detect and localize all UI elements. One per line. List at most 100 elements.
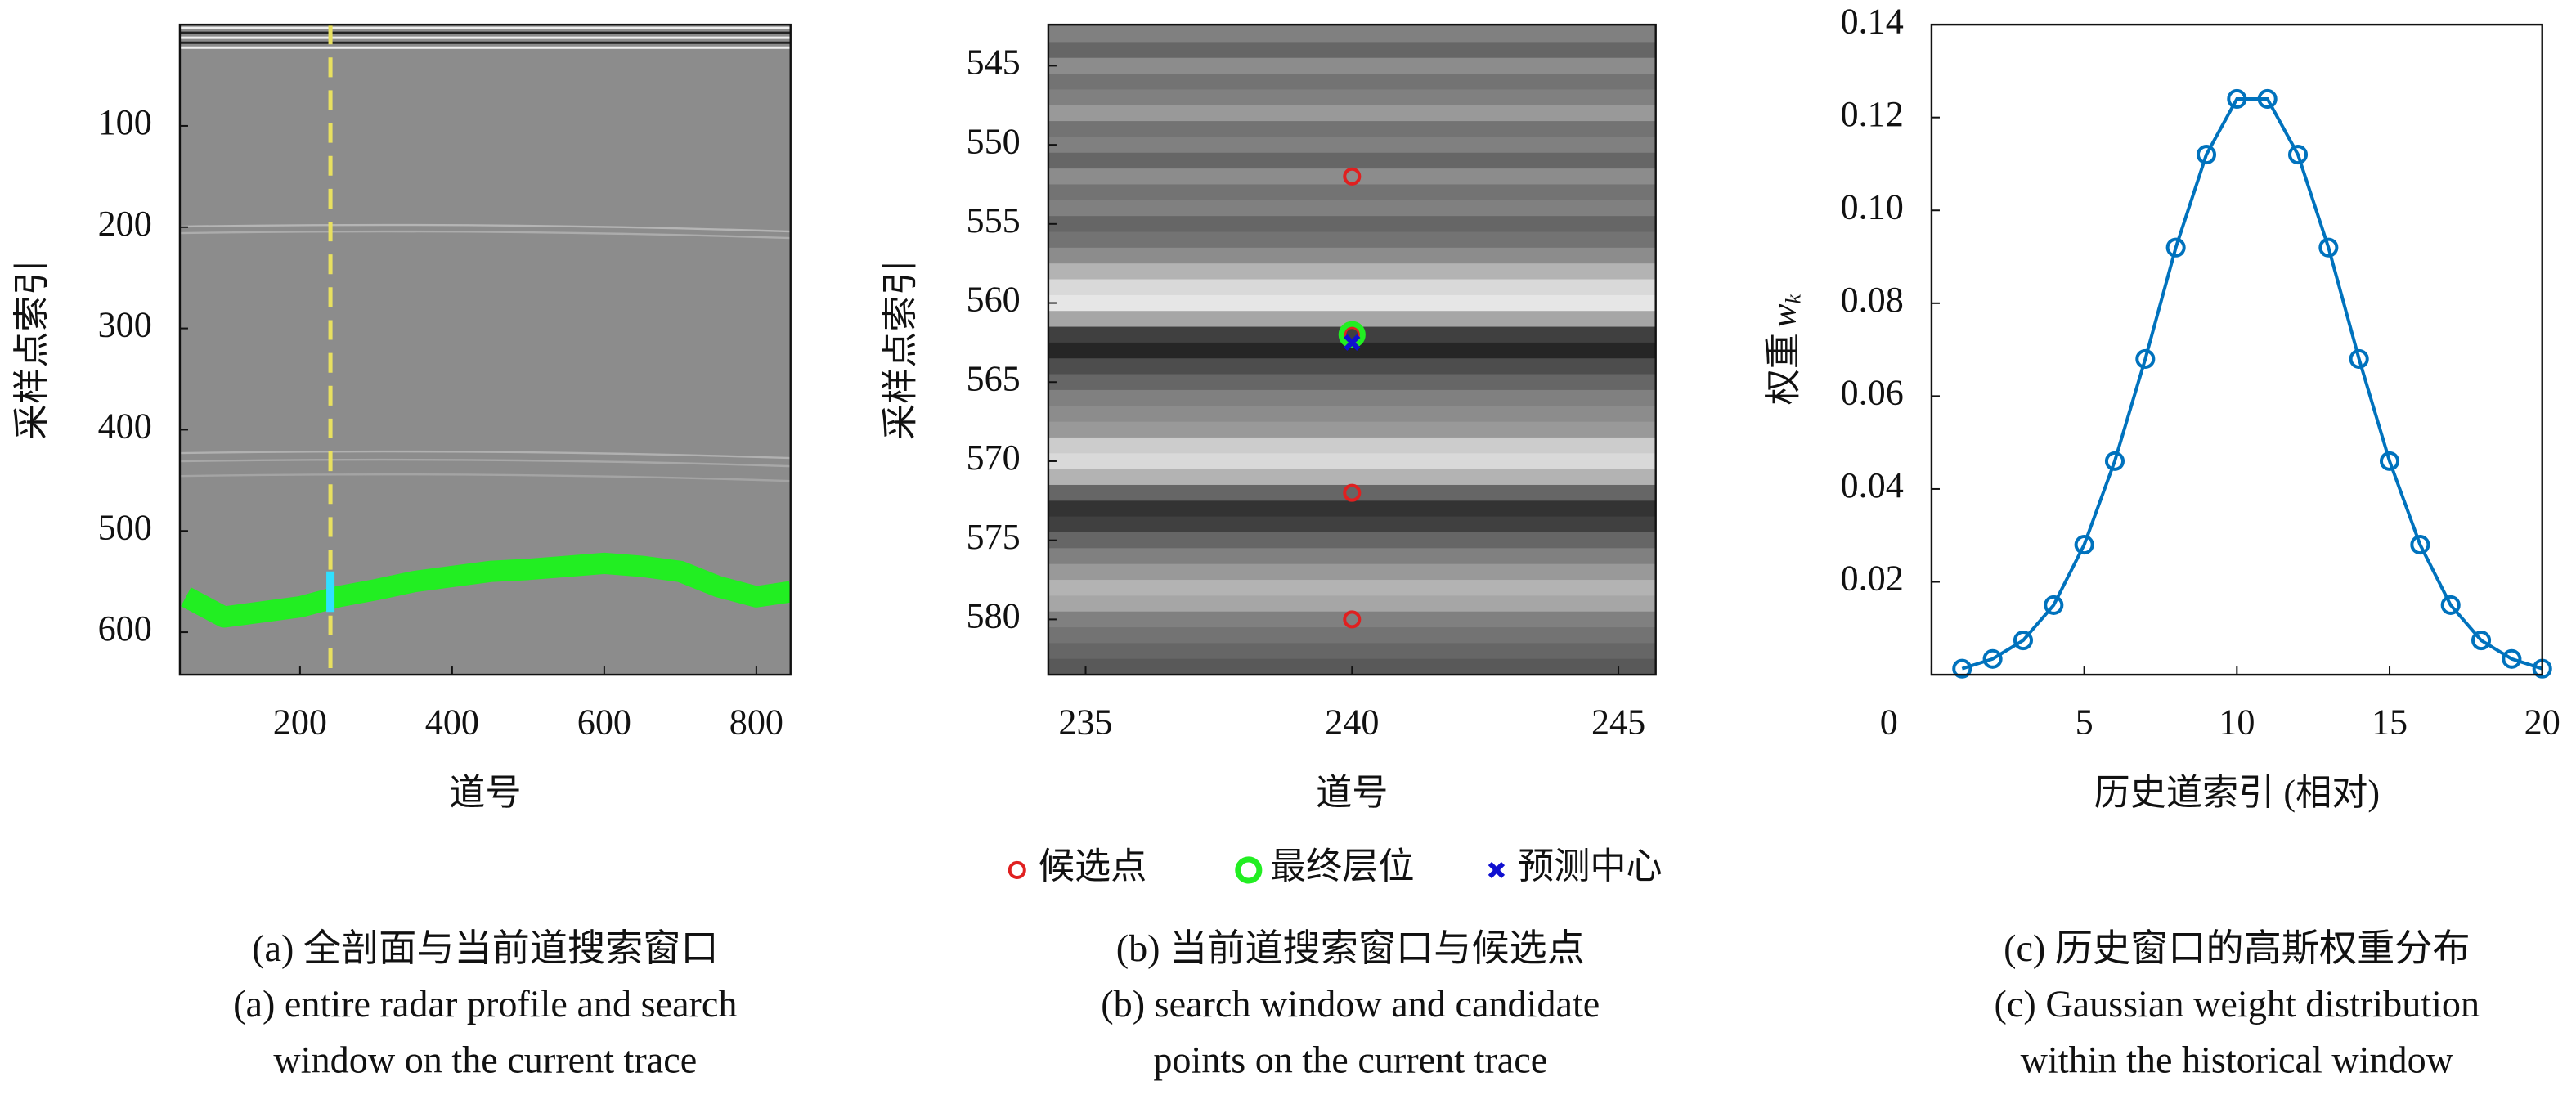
candidate-point <box>1343 610 1362 629</box>
reflection <box>179 230 791 240</box>
caption: (c) Gaussian weight distribution <box>1995 983 2480 1025</box>
heatmap-row <box>1048 200 1656 218</box>
heatmap-row <box>1048 26 1656 43</box>
heatmap-row <box>1048 374 1656 391</box>
y-tick-label: 200 <box>98 204 152 244</box>
heatmap-row <box>1048 294 1656 312</box>
x-axis-label: 道号 <box>1316 773 1388 813</box>
weight-line <box>1961 96 2543 671</box>
weight-marker <box>2440 595 2461 615</box>
legend-label: 候选点 <box>1039 846 1147 886</box>
heatmap-row <box>1048 74 1656 91</box>
predicted-center <box>1344 334 1361 352</box>
heatmap-row <box>1048 216 1656 233</box>
heatmap-row <box>1048 484 1656 502</box>
plot-area <box>1048 25 1656 675</box>
caption: (c) 历史窗口的高斯权重分布 <box>2004 927 2470 969</box>
y-tick-label: 300 <box>98 305 152 345</box>
heatmap-row <box>1048 25 1656 28</box>
x-tick-label: 235 <box>1058 702 1112 742</box>
weight-marker <box>2196 145 2217 165</box>
y-tick-label: 0.08 <box>1841 280 1904 320</box>
heatmap-row <box>1048 311 1656 328</box>
y-tick-label: 0.14 <box>1841 1 1904 41</box>
x-tick-label: 15 <box>2372 702 2408 742</box>
heatmap-row <box>1048 595 1656 613</box>
heatmap-row <box>1048 358 1656 375</box>
candidate-point <box>1343 167 1362 186</box>
caption: (a) entire radar profile and search <box>233 983 737 1025</box>
axes-frame <box>178 23 792 676</box>
reflection <box>179 458 791 468</box>
reflection <box>179 473 791 482</box>
x-axis-label: 历史道索引 (相对) <box>2094 773 2381 813</box>
x-tick-label: 20 <box>2524 702 2560 742</box>
x-tick-label: 5 <box>2076 702 2094 742</box>
heatmap-row <box>1048 247 1656 265</box>
heatmap-row <box>1048 611 1656 629</box>
heatmap-row <box>1048 279 1656 296</box>
y-tick-label: 560 <box>967 280 1021 320</box>
heatmap-row <box>1048 326 1656 343</box>
legend-marker <box>1488 861 1506 879</box>
weight-marker <box>2074 535 2094 555</box>
weight-marker <box>2044 595 2064 615</box>
caption: window on the current trace <box>273 1039 697 1080</box>
heatmap-row <box>1048 57 1656 75</box>
y-tick-label: 555 <box>967 200 1021 240</box>
x-tick-label: 0 <box>1880 702 1898 742</box>
heatmap-row <box>1048 643 1656 660</box>
y-tick-label: 0.02 <box>1841 559 1904 599</box>
heatmap-row <box>1048 389 1656 407</box>
heatmap-row <box>1048 168 1656 186</box>
legend-label: 最终层位 <box>1270 846 1415 886</box>
heatmap-row <box>1048 421 1656 438</box>
heatmap-row <box>1048 563 1656 581</box>
plot-area <box>179 25 791 675</box>
y-tick-label: 565 <box>967 358 1021 398</box>
weight-marker <box>2318 237 2339 258</box>
weight-marker <box>2502 648 2522 669</box>
reflection <box>179 223 791 233</box>
y-tick-label: 500 <box>98 507 152 547</box>
y-axis-label: 采样点索引 <box>11 259 52 440</box>
heatmap-row <box>1048 121 1656 138</box>
heatmap-row <box>1048 89 1656 106</box>
heatmap-row <box>1048 342 1656 360</box>
y-tick-label: 575 <box>967 517 1021 557</box>
heatmap-row <box>1048 406 1656 423</box>
heatmap-row <box>1048 231 1656 249</box>
caption: (b) 当前道搜索窗口与候选点 <box>1116 927 1585 969</box>
y-tick-label: 0.04 <box>1841 465 1904 505</box>
weight-marker <box>1982 648 2003 669</box>
horizon-line <box>181 552 791 628</box>
heatmap-row <box>1048 453 1656 470</box>
legend-label: 预测中心 <box>1518 846 1663 886</box>
y-axis-label: 权重 wk <box>1763 294 1805 405</box>
y-axis-label-part: k <box>1781 294 1805 303</box>
y-axis-label-part: 权重 <box>1763 333 1803 405</box>
x-tick-label: 800 <box>729 702 783 742</box>
y-tick-label: 550 <box>967 121 1021 161</box>
heatmap-row <box>1048 580 1656 597</box>
weight-marker <box>2471 631 2492 651</box>
caption: (b) search window and candidate <box>1101 983 1600 1025</box>
heatmap-row <box>1048 105 1656 123</box>
y-axis-label-part: w <box>1763 303 1803 328</box>
heatmap-row <box>1048 137 1656 154</box>
y-tick-label: 0.10 <box>1841 186 1904 227</box>
heatmap-row <box>1048 500 1656 518</box>
y-tick-label: 600 <box>98 608 152 648</box>
weight-marker <box>2013 631 2034 651</box>
weight-marker <box>2349 348 2369 369</box>
weight-marker <box>2410 535 2430 555</box>
heatmap-row <box>1048 42 1656 59</box>
x-tick-label: 600 <box>577 702 631 742</box>
heatmap-row <box>1048 437 1656 455</box>
y-tick-label: 570 <box>967 438 1021 478</box>
x-tick-label: 245 <box>1591 702 1645 742</box>
axes-frame <box>1930 23 2543 676</box>
y-axis-label: 采样点索引 <box>880 259 920 440</box>
heatmap-row <box>1048 469 1656 486</box>
weight-marker <box>2135 348 2156 369</box>
